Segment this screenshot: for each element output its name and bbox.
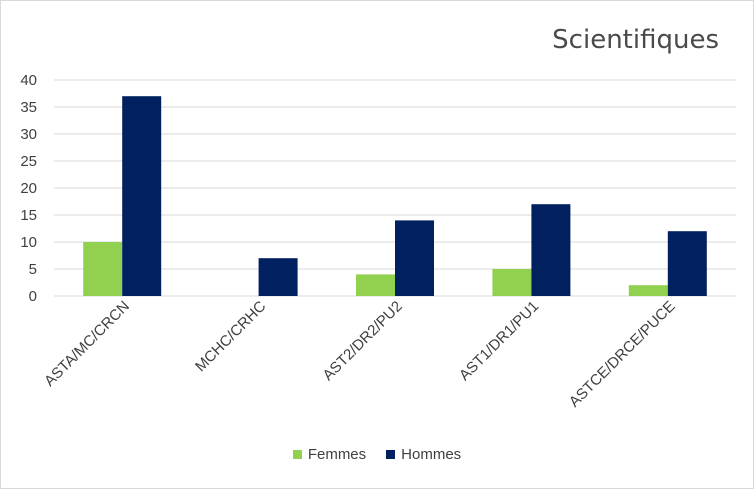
bar-hommes-0	[122, 96, 162, 296]
x-category-label: AST2/DR2/PU2	[320, 298, 406, 384]
legend-item-femmes: Femmes	[292, 446, 367, 463]
y-tick-label: 20	[20, 180, 37, 197]
x-category-label: MCHC/CRHC	[192, 298, 270, 376]
y-tick-label: 15	[20, 207, 37, 224]
bar-hommes-1	[258, 258, 298, 296]
bar-hommes-4	[667, 231, 707, 296]
legend-item-hommes: Hommes	[386, 446, 461, 463]
x-category-label: ASTCE/DRCE/PUCE	[566, 298, 679, 411]
bar-femmes-4	[628, 285, 668, 296]
legend-label-hommes: Hommes	[401, 446, 462, 463]
chart-title: Scientifiques	[552, 25, 719, 55]
bar-hommes-3	[531, 204, 571, 296]
y-tick-label: 35	[20, 99, 37, 116]
y-tick-label: 40	[20, 72, 37, 89]
y-tick-label: 0	[29, 288, 37, 305]
legend-swatch-femmes	[292, 450, 302, 459]
bar-femmes-3	[492, 269, 532, 296]
bar-femmes-0	[83, 242, 123, 296]
legend-swatch-hommes	[386, 450, 396, 459]
y-tick-label: 25	[20, 153, 37, 170]
x-category-label: ASTA/MC/CRCN	[41, 298, 133, 390]
x-category-label: AST1/DR1/PU1	[456, 298, 542, 384]
y-tick-label: 5	[29, 261, 37, 278]
bar-femmes-2	[356, 274, 395, 296]
y-tick-label: 30	[20, 126, 37, 143]
legend-label-femmes: Femmes	[307, 446, 367, 463]
chart-legend: Femmes Hommes	[1, 446, 753, 463]
bar-hommes-2	[395, 220, 434, 296]
y-tick-label: 10	[20, 234, 37, 251]
